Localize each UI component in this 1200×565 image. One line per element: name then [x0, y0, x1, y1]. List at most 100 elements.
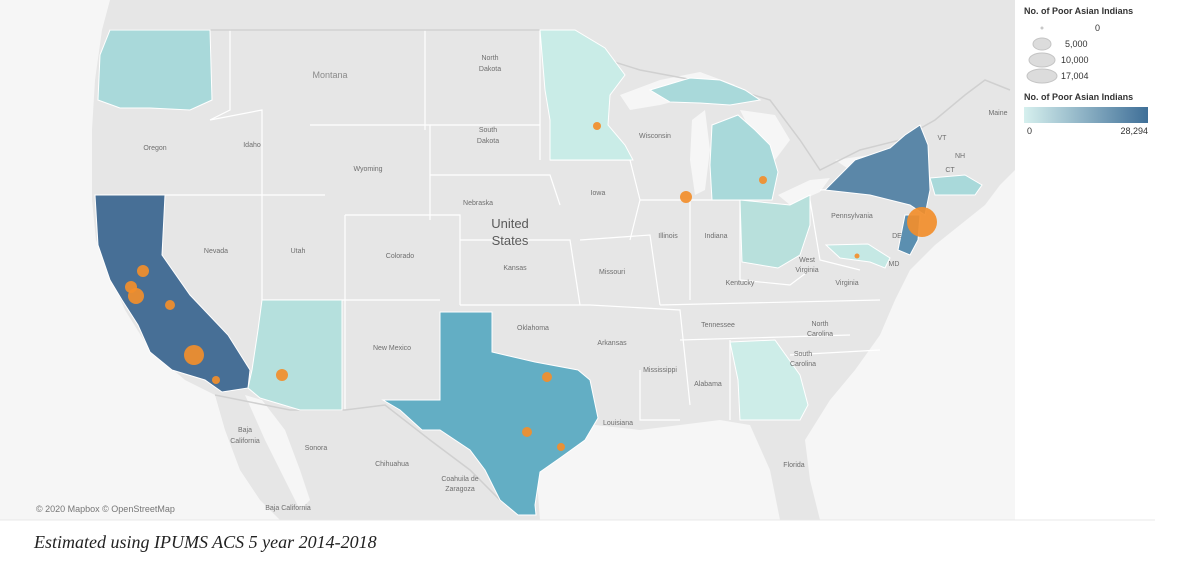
label-coahuila-2: Zaragoza	[445, 486, 475, 493]
bubble-detroit[interactable]	[759, 176, 767, 184]
state-michigan-upper[interactable]	[648, 77, 762, 106]
footnote: Estimated using IPUMS ACS 5 year 2014-20…	[34, 532, 377, 552]
label-baja-1: Baja	[238, 427, 252, 434]
bubble-dallas[interactable]	[542, 372, 552, 382]
size-legend-circle-0	[1040, 26, 1044, 30]
size-legend-circle-2	[1028, 52, 1056, 68]
label-utah: Utah	[291, 248, 306, 255]
label-kansas: Kansas	[503, 265, 527, 272]
label-mississippi: Mississippi	[643, 367, 677, 374]
color-legend-title: No. of Poor Asian Indians	[1024, 92, 1133, 102]
label-oklahoma: Oklahoma	[517, 325, 549, 332]
label-virginia: Virginia	[835, 280, 858, 287]
pacific-ocean	[0, 0, 280, 520]
label-indiana: Indiana	[705, 233, 728, 240]
label-north-carolina-2: Carolina	[807, 331, 833, 338]
label-united-1: United	[491, 216, 529, 231]
map-attribution: © 2020 Mapbox © OpenStreetMap	[36, 504, 175, 514]
state-california[interactable]	[94, 194, 251, 393]
label-wisconsin: Wisconsin	[639, 133, 671, 140]
label-north-dakota-2: Dakota	[479, 66, 501, 73]
bubble-sacramento[interactable]	[137, 265, 149, 277]
label-oregon: Oregon	[143, 145, 166, 152]
label-north-dakota-1: North	[481, 55, 498, 62]
state-new-york[interactable]	[823, 124, 931, 216]
label-tennessee: Tennessee	[701, 322, 735, 329]
label-arkansas: Arkansas	[597, 340, 627, 347]
atlantic-ocean	[805, 0, 1015, 520]
label-md: MD	[889, 261, 900, 268]
color-legend-ramp	[1024, 107, 1148, 123]
map-labels: Montana North Dakota South Dakota Oregon…	[143, 55, 1007, 512]
label-ct: CT	[945, 167, 955, 174]
label-coahuila-1: Coahuila de	[441, 476, 478, 483]
label-missouri: Missouri	[599, 269, 626, 276]
bubble-new-york-city[interactable]	[907, 207, 937, 237]
state-arizona[interactable]	[247, 299, 343, 411]
label-maine: Maine	[988, 110, 1007, 117]
label-pennsylvania: Pennsylvania	[831, 213, 873, 220]
label-alabama: Alabama	[694, 381, 722, 388]
label-idaho: Idaho	[243, 142, 261, 149]
label-south-carolina-2: Carolina	[790, 361, 816, 368]
label-north-carolina-1: North	[811, 321, 828, 328]
label-nevada: Nevada	[204, 248, 228, 255]
bubble-houston[interactable]	[557, 443, 565, 451]
label-nh: NH	[955, 153, 965, 160]
size-legend-title: No. of Poor Asian Indians	[1024, 6, 1133, 16]
bubble-phoenix[interactable]	[276, 369, 288, 381]
state-washington[interactable]	[97, 29, 213, 111]
label-united-2: States	[492, 233, 529, 248]
size-legend: 0 5,000 10,000 17,004	[1026, 23, 1100, 84]
mexico-border	[214, 394, 521, 516]
state-georgia[interactable]	[729, 339, 809, 421]
label-south-dakota-2: Dakota	[477, 138, 499, 145]
bubble-san-diego[interactable]	[212, 376, 220, 384]
legend-panel	[1015, 0, 1200, 520]
gulf-of-california	[245, 395, 310, 510]
label-sonora: Sonora	[305, 445, 328, 452]
lake-huron	[740, 110, 790, 160]
label-new-mexico: New Mexico	[373, 345, 411, 352]
label-chihuahua: Chihuahua	[375, 461, 409, 468]
label-florida: Florida	[783, 462, 805, 469]
bubble-minneapolis[interactable]	[593, 122, 601, 130]
bubble-washington-dc[interactable]	[854, 253, 860, 259]
label-montana: Montana	[312, 70, 347, 80]
label-baja-california: Baja California	[265, 505, 311, 512]
gulf-of-mexico	[535, 420, 780, 520]
label-wyoming: Wyoming	[353, 166, 382, 173]
legend: No. of Poor Asian Indians 0 5,000 10,000…	[1015, 0, 1200, 520]
state-texas[interactable]	[381, 311, 599, 516]
state-massachusetts[interactable]	[929, 174, 983, 196]
color-legend-max: 28,294	[1120, 126, 1148, 136]
label-illinois: Illinois	[658, 233, 678, 240]
bubble-los-angeles[interactable]	[184, 345, 204, 365]
size-legend-circle-3	[1026, 68, 1058, 84]
label-nebraska: Nebraska	[463, 200, 493, 207]
label-iowa: Iowa	[591, 190, 606, 197]
size-legend-label-3: 17,004	[1061, 71, 1089, 81]
size-legend-label-0: 0	[1095, 23, 1100, 33]
label-vt: VT	[938, 135, 948, 142]
label-de: DE	[892, 233, 902, 240]
label-south-carolina-1: South	[794, 351, 812, 358]
bubble-oakland[interactable]	[125, 281, 137, 293]
state-ohio[interactable]	[739, 194, 811, 269]
label-colorado: Colorado	[386, 253, 415, 260]
bubble-fresno[interactable]	[165, 300, 175, 310]
label-baja-2: California	[230, 438, 260, 445]
label-west-virginia-1: West	[799, 257, 815, 264]
label-south-dakota-1: South	[479, 127, 497, 134]
color-legend-min: 0	[1027, 126, 1032, 136]
label-louisiana: Louisiana	[603, 420, 633, 427]
label-kentucky: Kentucky	[726, 280, 755, 287]
size-legend-label-2: 10,000	[1061, 55, 1089, 65]
label-west-virginia-2: Virginia	[795, 267, 818, 274]
bubble-chicago[interactable]	[680, 191, 692, 203]
bubble-austin[interactable]	[522, 427, 532, 437]
state-minnesota[interactable]	[539, 29, 634, 161]
lake-erie	[778, 178, 830, 205]
size-legend-label-1: 5,000	[1065, 39, 1088, 49]
